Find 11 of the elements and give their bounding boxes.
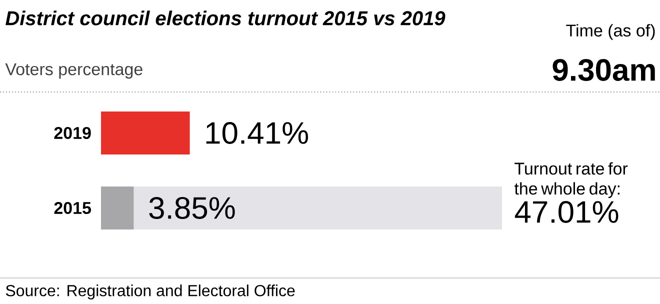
total-label: 47.01%: [514, 201, 618, 223]
series-label: Turnout rate for the whole day:: [514, 162, 628, 198]
y-tick-label: 2015: [54, 202, 91, 214]
chart-title: District council elections turnout 2015 vs 2019: [6, 10, 446, 26]
chart-subtitle: Voters percentage: [5, 63, 142, 79]
source-note: Source: Registration and Electoral Office: [6, 284, 295, 300]
text: Time (as of): [566, 24, 655, 40]
text: 9.30am: [552, 59, 655, 81]
y-tick-label: 2019: [54, 126, 91, 140]
data-label: 3.85%: [149, 197, 235, 219]
data-label: 10.41%: [206, 122, 308, 144]
